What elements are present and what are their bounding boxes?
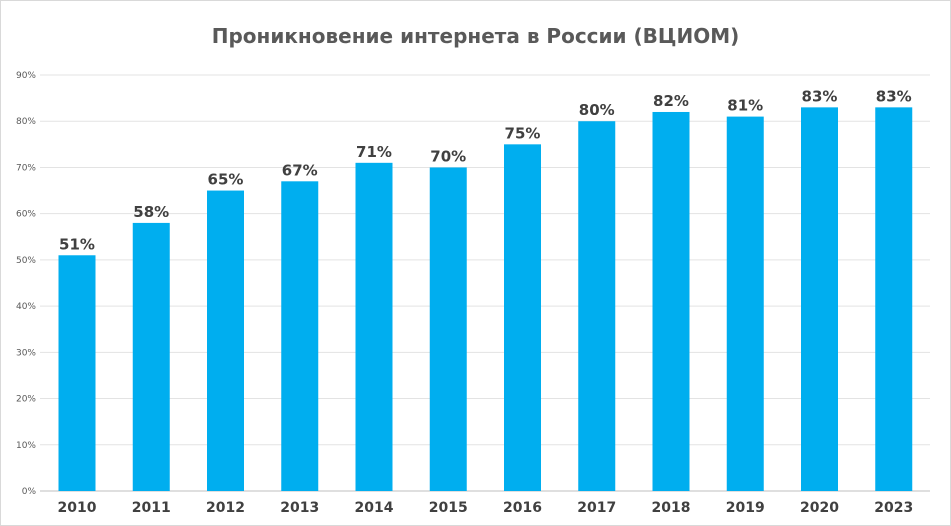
bar — [58, 255, 96, 491]
data-labels: 51% 58% 65% 67% 71% 70% 75% 80% 82% 81% 83% 83% — [59, 87, 912, 253]
data-label: 67% — [282, 161, 318, 179]
y-tick-label: 60% — [16, 210, 36, 220]
y-tick-label: 10% — [16, 441, 36, 451]
bar — [355, 162, 393, 492]
bar — [578, 121, 616, 491]
data-label: 83% — [876, 87, 912, 105]
y-tick-label: 50% — [16, 256, 36, 266]
data-label: 81% — [727, 97, 763, 115]
y-tick-label: 0% — [22, 487, 37, 497]
x-tick-label: 2019 — [726, 500, 765, 516]
y-tick-label: 20% — [16, 395, 36, 405]
data-label: 70% — [430, 147, 466, 165]
y-tick-label: 40% — [16, 302, 36, 312]
bar — [726, 116, 764, 491]
x-tick-label: 2018 — [652, 500, 691, 516]
y-axis-ticks: 0% 10% 20% 30% 40% 50% 60% 70% 80% 90% — [16, 71, 36, 497]
bar — [652, 111, 690, 491]
data-label: 71% — [356, 143, 392, 161]
gridlines — [40, 74, 930, 492]
x-axis-labels: 2010 2011 2012 2013 2014 2015 2016 2017 2018 2019… — [58, 500, 914, 516]
x-tick-label: 2023 — [874, 500, 913, 516]
x-tick-label: 2015 — [429, 500, 468, 516]
x-tick-label: 2010 — [58, 500, 97, 516]
x-tick-label: 2011 — [132, 500, 171, 516]
data-label: 51% — [59, 235, 95, 253]
x-tick-label: 2014 — [355, 500, 394, 516]
data-label: 82% — [653, 92, 689, 110]
bar — [207, 190, 244, 492]
y-tick-label: 30% — [16, 348, 36, 358]
bars — [58, 107, 913, 492]
data-label: 80% — [579, 101, 615, 119]
data-label: 83% — [802, 87, 838, 105]
x-tick-label: 2017 — [577, 500, 616, 516]
bar — [875, 107, 913, 491]
x-tick-label: 2013 — [280, 500, 319, 516]
bar — [132, 222, 170, 491]
bar — [429, 167, 467, 491]
data-label: 58% — [133, 203, 169, 221]
y-tick-label: 70% — [16, 163, 36, 173]
data-label: 65% — [208, 171, 244, 189]
y-tick-label: 90% — [16, 71, 36, 81]
bar — [801, 107, 838, 491]
x-tick-label: 2020 — [800, 500, 839, 516]
x-tick-label: 2012 — [206, 500, 245, 516]
bar — [504, 144, 541, 492]
x-tick-label: 2016 — [503, 500, 542, 516]
data-label: 75% — [505, 124, 541, 142]
bar — [281, 181, 319, 492]
chart-title: Проникновение интернета в России (ВЦИОМ) — [211, 24, 740, 48]
y-tick-label: 80% — [16, 117, 36, 127]
